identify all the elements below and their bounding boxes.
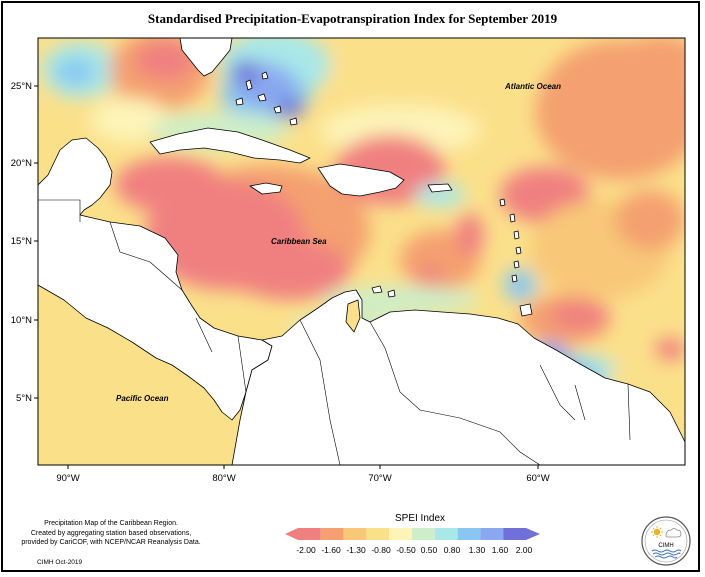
lon-label-60w: 60°W <box>526 473 549 484</box>
legend-tick: -2.00 <box>296 545 316 555</box>
footnote: Precipitation Map of the Caribbean Regio… <box>6 519 216 548</box>
lon-label-70w: 70°W <box>368 473 391 484</box>
logo-text: CIMH <box>658 543 673 549</box>
legend-tick: 0.50 <box>421 545 438 555</box>
lat-ticks <box>34 85 38 399</box>
lon-label-90w: 90°W <box>56 473 79 484</box>
legend-tick: -0.50 <box>396 545 416 555</box>
map-axes-frame <box>37 37 686 466</box>
legend-tick: 0.80 <box>444 545 461 555</box>
atlantic-ocean-label: Atlantic Ocean <box>504 82 561 91</box>
footnote-line: Created by aggregating station based obs… <box>30 529 192 537</box>
lat-label-25n: 25°N <box>11 81 32 92</box>
country-borders <box>38 199 631 465</box>
legend-title: SPEI Index <box>394 513 446 524</box>
pacific-ocean-label: Pacific Ocean <box>116 394 169 403</box>
lon-label-80w: 80°W <box>212 473 235 484</box>
legend-tick: -1.60 <box>321 545 341 555</box>
land-masses <box>38 38 685 465</box>
waves-icon <box>651 549 682 559</box>
legend-tick-labels: -2.00 -1.60 -1.30 -0.80 -0.50 0.50 0.80 … <box>296 545 532 555</box>
cloud-icon <box>665 528 682 538</box>
sun-icon <box>651 526 663 538</box>
lat-label-10n: 10°N <box>11 315 32 326</box>
legend-colorbar <box>285 528 540 540</box>
map-title: Standardised Precipitation-Evapotranspir… <box>147 11 558 26</box>
footnote-line: provided by CariCOF, with NCEP/NCAR Rean… <box>21 539 201 546</box>
legend-arrow-right <box>526 528 540 540</box>
lat-label-15n: 15°N <box>11 236 32 247</box>
legend-tick: 1.60 <box>492 545 509 555</box>
lon-ticks <box>67 465 539 469</box>
credit-text: CIMH Oct-2019 <box>37 559 83 566</box>
legend-tick: 2.00 <box>516 545 533 555</box>
legend-tick: -1.30 <box>346 545 366 555</box>
lat-label-20n: 20°N <box>11 158 32 169</box>
cimh-logo: CIMH <box>641 516 691 566</box>
legend-tick: -0.80 <box>371 545 391 555</box>
lat-label-5n: 5°N <box>16 393 32 404</box>
legend-tick: 1.30 <box>469 545 486 555</box>
legend-arrow-left <box>285 528 298 540</box>
footnote-line: Precipitation Map of the Caribbean Regio… <box>44 520 178 527</box>
caribbean-sea-label: Caribbean Sea <box>271 237 327 246</box>
